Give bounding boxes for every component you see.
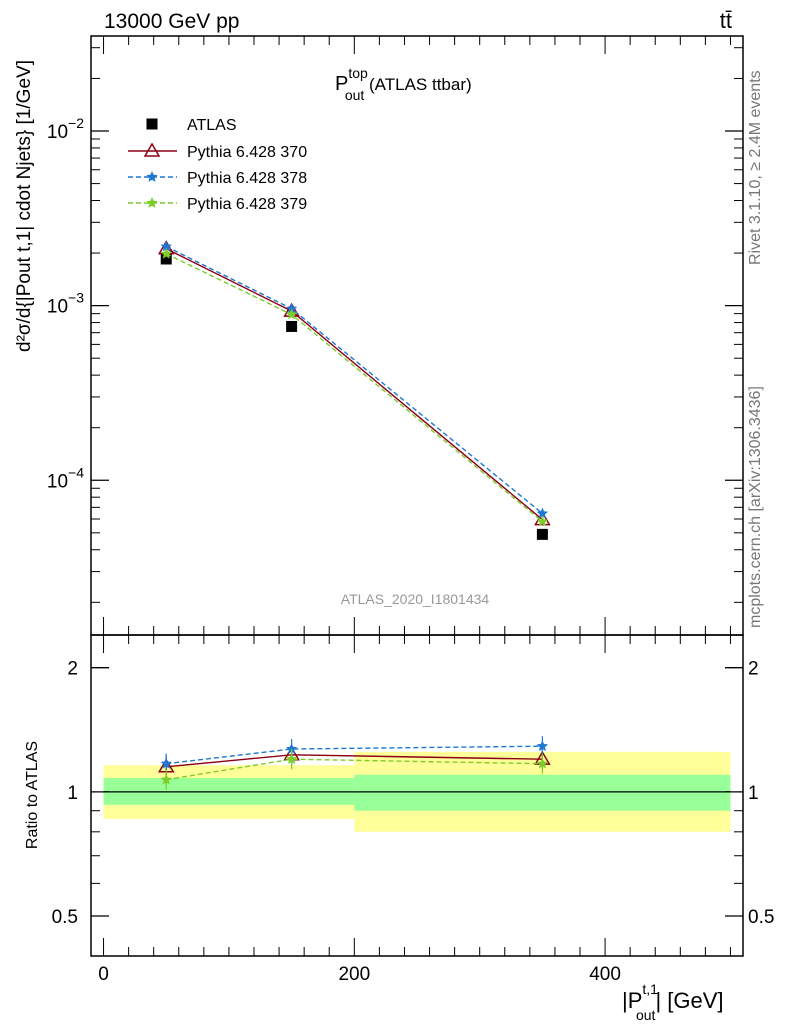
- ratio-point: [285, 753, 298, 764]
- data-point: [286, 320, 298, 332]
- data-point: [536, 507, 549, 519]
- data-point: [285, 302, 298, 314]
- x-tick-label: 400: [589, 964, 621, 985]
- mcplots-label: mcplots.cern.ch [arXiv:1306.3436]: [747, 386, 764, 628]
- main-y-axis-label: d²σ/d{|Pout t,1| cdot Njets} [1/GeV]: [14, 60, 35, 352]
- rivet-label: Rivet 3.1.10, ≥ 2.4M events: [747, 70, 764, 265]
- legend: ATLAS Pythia 6.428 370 Pythia 6.428 378 Pyt…: [128, 117, 307, 213]
- ratio-line: [166, 758, 543, 781]
- ratio-point: [536, 740, 549, 752]
- x-tick-label: 200: [338, 964, 370, 985]
- ratio-plot-frame: [90, 634, 744, 957]
- ratio-point: [285, 743, 298, 754]
- ratio-y-tick-label: 0.5: [52, 907, 78, 928]
- ratio-bands: [103, 751, 731, 832]
- ratio-point: [160, 757, 172, 769]
- ratio-axis-ticks: 2 2 1 1 0.5 0.5: [52, 659, 775, 928]
- ratio-y-tick-label-right: 1: [748, 783, 759, 804]
- ratio-y-axis-label: Ratio to ATLAS: [24, 741, 41, 849]
- data-point: [536, 515, 549, 527]
- legend-label: ATLAS: [187, 117, 237, 134]
- legend-label: Pythia 6.428 378: [187, 170, 307, 187]
- ratio-y-tick-label-right: 2: [748, 659, 759, 680]
- ratio-y-tick-label-right: 0.5: [748, 907, 774, 928]
- series-line: [165, 253, 543, 523]
- main-axis-ticks: 10−2 10−3 10−4: [47, 47, 743, 603]
- legend-marker: [143, 142, 161, 157]
- main-y-tick-label: 10−3: [47, 290, 84, 318]
- legend-label: Pythia 6.428 370: [187, 144, 307, 161]
- legend-label: Pythia 6.428 379: [187, 196, 307, 213]
- main-y-tick-label: 10−4: [47, 464, 84, 492]
- data-point: [285, 308, 298, 320]
- legend-marker: [146, 118, 158, 130]
- ratio-y-tick-label: 1: [67, 783, 78, 804]
- ratio-band-inner: [354, 774, 731, 811]
- data-point: [536, 528, 548, 540]
- legend-marker: [146, 197, 158, 208]
- x-axis-label: |Pt,1 out| [GeV]: [622, 981, 724, 1023]
- x-tick-label: 0: [98, 964, 109, 985]
- legend-marker: [146, 171, 158, 182]
- ratio-point: [160, 773, 172, 785]
- main-plot-title: Ptop out (ATLAS ttbar): [335, 65, 472, 103]
- ratio-series: [157, 736, 551, 790]
- data-point: [160, 253, 172, 265]
- series-line: [165, 248, 543, 521]
- ratio-y-tick-label: 2: [67, 659, 78, 680]
- process-label: tt̄: [720, 8, 732, 33]
- ratio-line: [166, 745, 543, 765]
- energy-label: 13000 GeV pp: [104, 10, 239, 33]
- data-point: [160, 247, 172, 259]
- data-point: [160, 240, 172, 252]
- main-y-tick-label: 10−2: [47, 115, 84, 143]
- analysis-watermark: ATLAS_2020_I1801434: [341, 591, 490, 607]
- ratio-point: [536, 757, 549, 769]
- x-axis-ticks: 0 200 400: [98, 36, 731, 985]
- main-series: [157, 240, 551, 540]
